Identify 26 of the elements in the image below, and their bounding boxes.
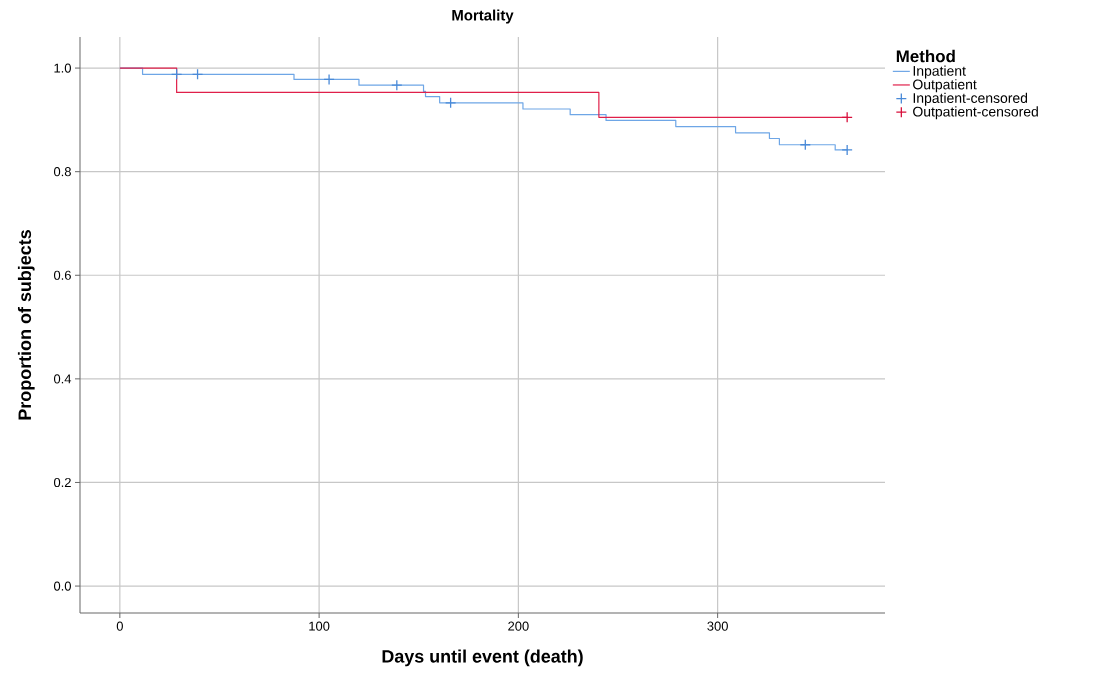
point [323,73,335,86]
y-tick-label: 0.4 [53,374,72,384]
point [444,97,457,109]
y-tick-label: 1.0 [54,63,71,73]
legend-label: Outpatient [913,79,977,93]
x-tick-label: 300 [707,621,728,631]
point [799,139,811,151]
legend-label: Inpatient [913,65,966,79]
legend-label: Outpatient-censored [913,106,1038,120]
chart-title: Mortality [452,9,514,24]
y-tick-label: 0.0 [53,581,71,591]
x-tick-label: 200 [508,621,529,631]
x-tick-label: 0 [116,621,123,631]
point [391,79,403,91]
point [170,68,183,80]
point [841,111,853,123]
point [191,68,204,80]
y-axis-title: Proportion of subjects [17,230,35,420]
legend-label: Inpatient-censored [913,92,1028,106]
y-tick-label: 0.2 [53,477,71,488]
x-tick-label: 100 [309,621,330,631]
x-axis-title: Days until event (death) [382,649,583,667]
point [841,144,853,156]
y-tick-label: 0.6 [53,270,71,280]
y-tick-label: 0.8 [53,167,71,177]
legend-title: Method [896,49,955,63]
